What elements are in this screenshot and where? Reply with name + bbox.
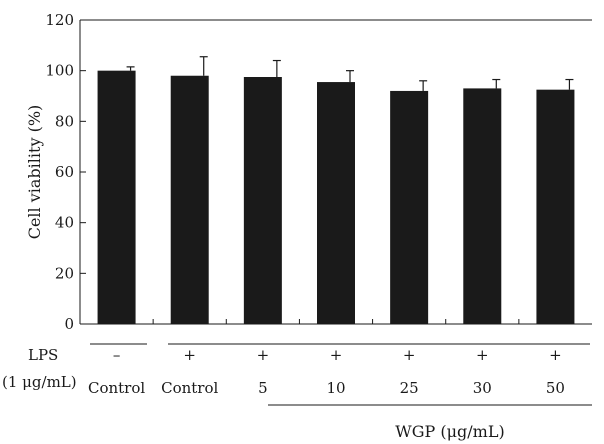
y-tick-label: 0 bbox=[64, 315, 74, 333]
lps-sign: – bbox=[113, 346, 121, 364]
y-tick-label: 100 bbox=[45, 62, 74, 80]
lps-sign: + bbox=[549, 346, 562, 364]
y-tick-label: 60 bbox=[55, 163, 74, 181]
lps-sign: + bbox=[330, 346, 343, 364]
wgp-axis-label: WGP (μg/mL) bbox=[395, 422, 504, 441]
y-tick-label: 40 bbox=[55, 214, 74, 232]
lps-sign: + bbox=[403, 346, 416, 364]
y-tick-labels: 0 20 40 60 80 100 120 bbox=[45, 11, 86, 333]
bar bbox=[463, 88, 502, 325]
x-category-labels: Control Control 5 10 25 30 50 bbox=[88, 379, 565, 397]
lps-signs: – + + + + + + bbox=[113, 346, 562, 364]
bar bbox=[317, 82, 355, 324]
x-category-label: 10 bbox=[326, 379, 345, 397]
x-category-label: 50 bbox=[546, 379, 565, 397]
lps-sign: + bbox=[257, 346, 270, 364]
lps-row-label: LPS bbox=[28, 346, 58, 364]
lps-concentration-label: (1 μg/mL) bbox=[2, 373, 77, 391]
y-tick-label: 20 bbox=[55, 264, 74, 282]
y-tick-label: 80 bbox=[55, 112, 74, 130]
bars bbox=[97, 70, 575, 325]
x-category-label: 5 bbox=[258, 379, 268, 397]
lps-sign: + bbox=[476, 346, 489, 364]
bar bbox=[97, 70, 136, 325]
x-category-label: 25 bbox=[400, 379, 419, 397]
y-tick-label: 120 bbox=[45, 11, 74, 29]
bar bbox=[536, 89, 575, 325]
bar bbox=[170, 75, 209, 324]
lps-sign: + bbox=[183, 346, 196, 364]
x-category-label: 30 bbox=[473, 379, 492, 397]
bar bbox=[243, 77, 282, 324]
error-bars bbox=[126, 56, 574, 91]
x-category-label: Control bbox=[161, 379, 218, 397]
y-axis-label: Cell viability (%) bbox=[25, 105, 44, 240]
x-category-label: Control bbox=[88, 379, 145, 397]
bar bbox=[390, 90, 429, 324]
